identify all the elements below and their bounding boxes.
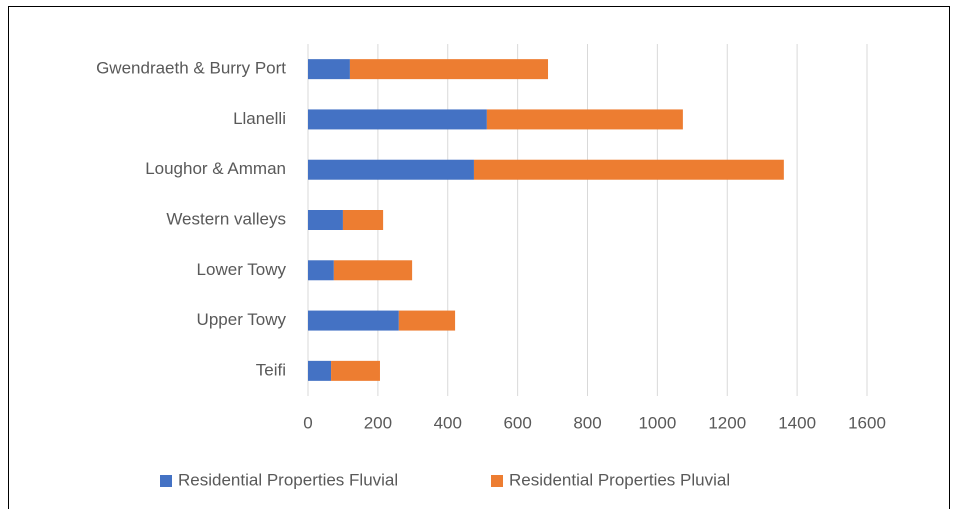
- y-tick-label: Llanelli: [233, 109, 286, 128]
- bar: [308, 109, 487, 130]
- y-tick-label: Western valleys: [166, 209, 286, 228]
- x-tick-label: 200: [364, 413, 392, 432]
- legend-label: Residential Properties Fluvial: [178, 470, 398, 489]
- bar: [486, 109, 683, 130]
- bar: [308, 59, 350, 80]
- x-tick-label: 600: [503, 413, 531, 432]
- y-tick-label: Teifi: [256, 360, 286, 379]
- x-tick-label: 0: [303, 413, 312, 432]
- bar: [398, 310, 456, 331]
- x-tick-label: 800: [573, 413, 601, 432]
- x-tick-label: 1600: [848, 413, 886, 432]
- x-tick-label: 400: [434, 413, 462, 432]
- bar: [308, 260, 334, 281]
- y-tick-label: Upper Towy: [197, 310, 287, 329]
- bar: [331, 360, 380, 381]
- bar: [308, 159, 474, 180]
- bar: [308, 310, 399, 331]
- legend-swatch: [160, 475, 172, 487]
- x-tick-label: 1200: [708, 413, 746, 432]
- bar: [333, 260, 413, 281]
- y-tick-label: Loughor & Amman: [145, 159, 286, 178]
- y-tick-label: Gwendraeth & Burry Port: [96, 59, 286, 78]
- bar: [308, 210, 343, 230]
- bar: [342, 210, 384, 230]
- x-tick-label: 1400: [778, 413, 816, 432]
- chart-frame: [8, 6, 950, 509]
- legend-swatch: [491, 475, 503, 487]
- bar: [473, 159, 784, 180]
- y-tick-label: Lower Towy: [197, 260, 287, 279]
- legend-label: Residential Properties Pluvial: [509, 470, 730, 489]
- x-tick-label: 1000: [638, 413, 676, 432]
- bar: [349, 59, 549, 80]
- bar: [308, 360, 332, 381]
